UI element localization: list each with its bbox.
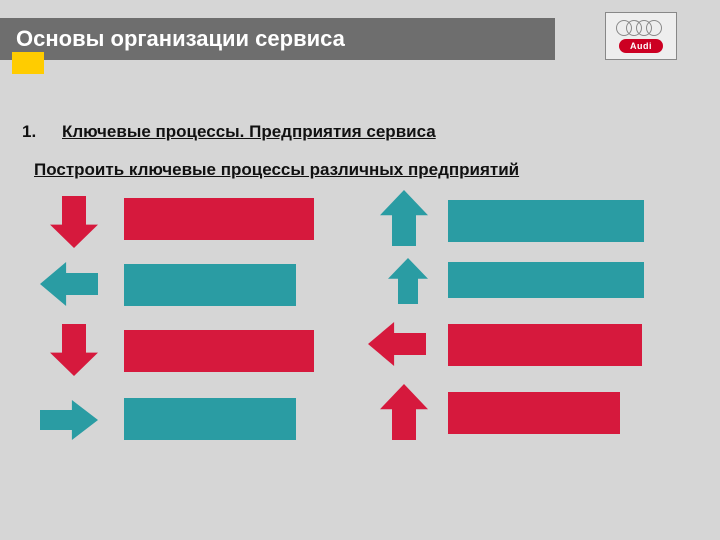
brand-name: Audi [619, 39, 663, 53]
process-box [124, 330, 314, 372]
process-box [448, 262, 644, 298]
header-bar: Основы организации сервиса [0, 18, 555, 60]
process-box [448, 200, 644, 242]
process-box [124, 264, 296, 306]
section-heading: Ключевые процессы. Предприятия сервиса [62, 122, 436, 142]
process-box [448, 392, 620, 434]
arrow-up-icon [388, 258, 428, 304]
list-number: 1. [22, 122, 36, 142]
arrow-left-icon [368, 322, 426, 366]
process-box [448, 324, 642, 366]
arrow-right-icon [40, 400, 98, 440]
arrow-down-icon [50, 196, 98, 248]
arrow-up-icon [380, 384, 428, 440]
rings-icon [616, 19, 666, 37]
process-box [124, 198, 314, 240]
brand-logo: Audi [605, 12, 677, 60]
arrow-left-icon [40, 262, 98, 306]
section-subtitle: Построить ключевые процессы различных пр… [34, 160, 519, 180]
arrow-up-icon [380, 190, 428, 246]
arrow-down-icon [50, 324, 98, 376]
process-box [124, 398, 296, 440]
accent-square [12, 52, 44, 74]
slide: Основы организации сервиса Audi 1. Ключевые… [0, 0, 720, 540]
slide-title: Основы организации сервиса [16, 26, 345, 52]
